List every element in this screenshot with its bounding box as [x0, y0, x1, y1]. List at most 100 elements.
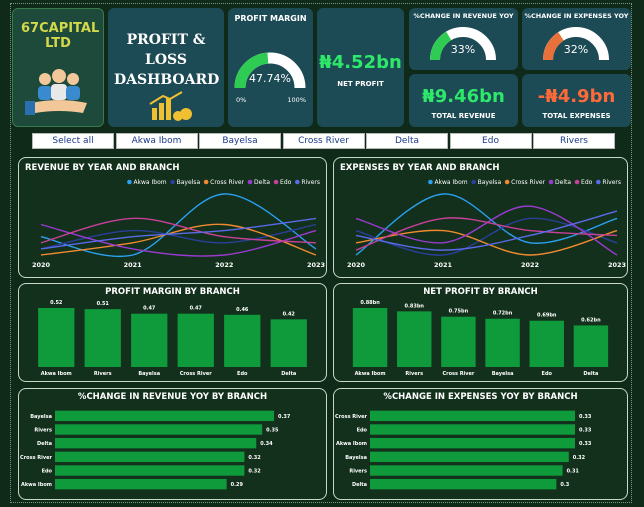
chart: REVENUE BY YEAR AND BRANCH Rivers Edo Delta…: [25, 163, 325, 269]
x-tick-label: 2021: [124, 261, 143, 269]
value-label: 0.72bn: [493, 311, 513, 317]
chart-title: EXPENSES BY YEAR AND BRANCH: [340, 163, 499, 173]
y-tick-label: Akwa Ibom: [21, 482, 52, 488]
y-tick-label: Rivers: [34, 428, 52, 434]
chart-title: REVENUE BY YEAR AND BRANCH: [25, 163, 179, 173]
frame: [10, 3, 632, 503]
legend-marker: [574, 179, 580, 185]
y-tick-label: Delta: [37, 441, 52, 447]
value-label: 0.83bn: [405, 303, 425, 309]
bar: [55, 424, 263, 435]
legend-marker: [127, 179, 132, 185]
gauge-value: 47.74%: [249, 72, 291, 85]
gauge-title: PROFIT MARGIN: [234, 14, 306, 23]
line: [355, 229, 618, 256]
legend-marker: [273, 179, 279, 185]
bar: [397, 311, 432, 367]
line: [40, 223, 317, 256]
slicer-button[interactable]: Bayelsa: [199, 133, 281, 149]
x-tick-label: 2020: [32, 261, 51, 269]
gauge-value: 33%: [451, 43, 475, 56]
value-label: 0.32: [573, 455, 586, 461]
total-revenue-card: ₦9.46bn TOTAL REVENUE: [409, 74, 518, 127]
value-label: 0.32: [248, 455, 261, 461]
gauge-fill: [234, 52, 269, 89]
gauge-tick-label: 100%: [287, 96, 306, 104]
bar: [55, 437, 257, 449]
value-label: 0.35: [266, 428, 279, 434]
x-tick-label: Rivers: [94, 371, 112, 377]
bar: [84, 309, 121, 367]
value-label: 0.69bn: [537, 313, 557, 319]
x-tick-label: Akwa Ibom: [355, 371, 386, 377]
total-expenses-card: -₦4.9bn TOTAL EXPENSES: [522, 74, 631, 127]
legend-label: Rivers: [301, 179, 320, 186]
bar: [485, 318, 520, 367]
line: [355, 210, 618, 251]
kpi-label: TOTAL REVENUE: [431, 112, 496, 120]
x-tick-label: 2020: [347, 261, 366, 269]
slicer-button[interactable]: Edo: [449, 133, 532, 149]
legend-marker: [596, 179, 601, 185]
gauge-fill: [543, 32, 564, 61]
value-label: 0.47: [190, 306, 203, 312]
bar: [55, 451, 245, 463]
coins-icon: [149, 91, 192, 121]
value-label: 0.33: [579, 428, 592, 434]
value-label: 0.75bn: [449, 309, 469, 315]
slicer-button[interactable]: Akwa Ibom: [115, 133, 198, 149]
slicer-button[interactable]: Rivers: [533, 133, 615, 149]
x-tick-label: Akwa Ibom: [41, 371, 72, 377]
gauge: %CHANGE IN REVENUE YOY 33%: [413, 12, 514, 61]
slicer-button[interactable]: Select all: [32, 133, 114, 149]
value-label: 0.52: [50, 300, 63, 306]
panel: %CHANGE IN EXPENSES YOY BY BRANCH Cross R…: [333, 388, 628, 500]
y-tick-label: Bayelsa: [30, 414, 52, 420]
bar: [370, 410, 575, 422]
x-tick-label: 2022: [521, 261, 539, 269]
profit-margin-card: PROFIT MARGIN 47.74% 0% 100%: [228, 8, 313, 127]
panel: NET PROFIT BY BRANCH 0.88bn Akwa Ibom 0.83b…: [333, 283, 628, 382]
value-label: 0.47: [143, 306, 156, 312]
gauge-title: %CHANGE IN REVENUE YOY: [413, 12, 513, 20]
legend-label: Cross River: [210, 179, 244, 186]
slicer-button[interactable]: Cross River: [282, 133, 365, 149]
legend-label: Akwa Ibom: [434, 179, 467, 186]
bar: [441, 316, 476, 367]
panel: REVENUE BY YEAR AND BRANCH Rivers Edo Delta…: [18, 157, 327, 278]
y-tick-label: Edo: [357, 428, 368, 434]
logo-icon: [25, 69, 87, 115]
x-tick-label: 2023: [608, 261, 626, 269]
kpi-value: -₦4.9bn: [537, 86, 616, 107]
value-label: 0.62bn: [581, 317, 601, 323]
value-label: 0.34: [260, 441, 273, 447]
y-tick-label: Cross River: [335, 414, 367, 420]
bar: [38, 308, 75, 367]
panel: PROFIT MARGIN BY BRANCH 0.52 Akwa Ibom 0.51…: [18, 283, 327, 382]
legend-label: Bayelsa: [478, 179, 502, 186]
bar: [573, 325, 609, 367]
bar: [270, 319, 307, 367]
legend-label: Edo: [280, 179, 292, 186]
x-tick-label: Bayelsa: [492, 371, 514, 377]
chart: %CHANGE IN REVENUE YOY BY BRANCH Bayelsa 0…: [20, 392, 291, 490]
x-tick-label: Edo: [237, 371, 248, 377]
value-label: 0.37: [278, 414, 291, 420]
legend-marker: [203, 179, 209, 185]
title-card: PROFIT & LOSS DASHBOARD: [108, 8, 224, 127]
value-label: 0.33: [579, 414, 592, 420]
kpi-value: ₦4.52bn: [319, 52, 402, 73]
y-tick-label: Edo: [42, 469, 53, 475]
gauge-value: 32%: [564, 43, 588, 56]
gauge-title: %CHANGE IN EXPENSES YOY: [525, 12, 629, 20]
chart-title: NET PROFIT BY BRANCH: [423, 287, 538, 297]
y-tick-label: Rivers: [349, 469, 367, 475]
value-label: 0.88bn: [360, 300, 380, 306]
legend-label: Akwa Ibom: [133, 179, 166, 186]
slicer-button[interactable]: Delta: [366, 133, 448, 149]
bar: [370, 451, 569, 463]
bar: [529, 320, 564, 367]
value-label: 0.29: [231, 482, 244, 488]
legend-label: Delta: [555, 179, 571, 186]
